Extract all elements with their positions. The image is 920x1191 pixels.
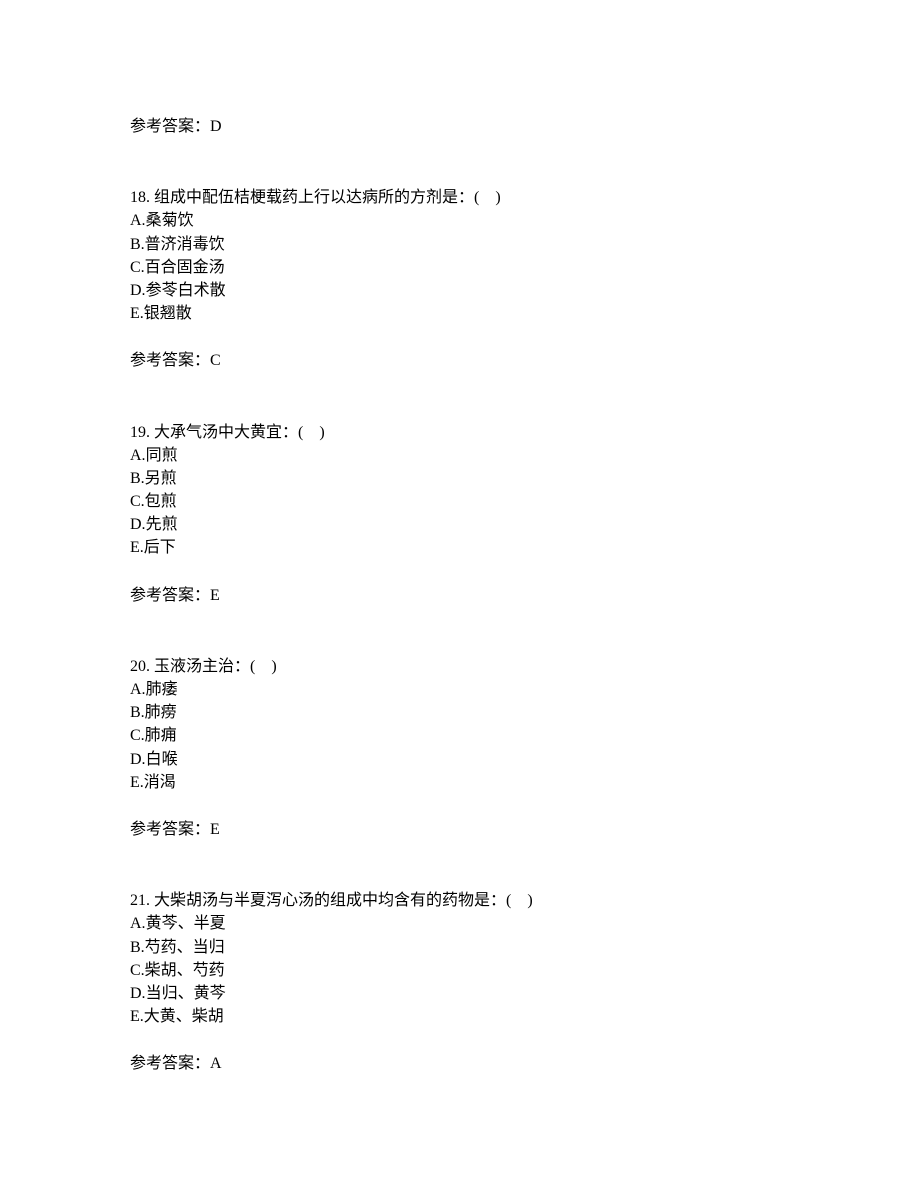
option-c: C.百合固金汤: [130, 256, 790, 279]
option-a: A.黄芩、半夏: [130, 912, 790, 935]
option-a: A.肺痿: [130, 678, 790, 701]
option-text: 普济消毒饮: [145, 236, 225, 253]
question-stem: 18. 组成中配伍桔梗载药上行以达病所的方剂是：( ): [130, 186, 790, 209]
question-stem: 20. 玉液汤主治：( ): [130, 655, 790, 678]
option-list: A.肺痿 B.肺痨 C.肺痈 D.白喉 E.消渴: [130, 678, 790, 794]
answer-prefix: 参考答案：: [130, 352, 210, 369]
option-letter: C.: [130, 493, 145, 510]
option-letter: B.: [130, 470, 145, 487]
option-c: C.包煎: [130, 490, 790, 513]
option-letter: C.: [130, 962, 145, 979]
option-letter: A.: [130, 915, 146, 932]
option-text: 柴胡、芍药: [145, 962, 225, 979]
option-text: 同煎: [146, 447, 178, 464]
option-list: A.同煎 B.另煎 C.包煎 D.先煎 E.后下: [130, 444, 790, 560]
answer-line: 参考答案：C: [130, 349, 790, 372]
prev-answer-value: D: [210, 118, 222, 135]
option-d: D.当归、黄芩: [130, 982, 790, 1005]
option-a: A.同煎: [130, 444, 790, 467]
option-text: 肺痿: [146, 681, 178, 698]
option-text: 肺痨: [145, 704, 177, 721]
option-e: E.后下: [130, 536, 790, 559]
option-letter: D.: [130, 751, 146, 768]
answer-value: A: [210, 1055, 222, 1072]
option-letter: B.: [130, 704, 145, 721]
answer-prefix: 参考答案：: [130, 587, 210, 604]
answer-prefix: 参考答案：: [130, 118, 210, 135]
option-text: 肺痈: [145, 727, 177, 744]
option-b: B.普济消毒饮: [130, 233, 790, 256]
answer-prefix: 参考答案：: [130, 1055, 210, 1072]
option-letter: C.: [130, 259, 145, 276]
option-text: 先煎: [146, 516, 178, 533]
answer-prefix: 参考答案：: [130, 821, 210, 838]
question-stem: 19. 大承气汤中大黄宜：( ): [130, 421, 790, 444]
question-number: 20.: [130, 658, 150, 675]
question-21: 21. 大柴胡汤与半夏泻心汤的组成中均含有的药物是：( ) A.黄芩、半夏 B.…: [130, 889, 790, 1075]
option-letter: B.: [130, 236, 145, 253]
question-stem: 21. 大柴胡汤与半夏泻心汤的组成中均含有的药物是：( ): [130, 889, 790, 912]
question-number: 18.: [130, 189, 150, 206]
option-e: E.银翘散: [130, 302, 790, 325]
option-list: A.黄芩、半夏 B.芍药、当归 C.柴胡、芍药 D.当归、黄芩 E.大黄、柴胡: [130, 912, 790, 1028]
option-letter: E.: [130, 774, 144, 791]
answer-value: C: [210, 352, 221, 369]
option-text: 另煎: [145, 470, 177, 487]
option-letter: A.: [130, 212, 146, 229]
option-text: 消渴: [144, 774, 176, 791]
option-d: D.参苓白术散: [130, 279, 790, 302]
option-d: D.白喉: [130, 748, 790, 771]
answer-value: E: [210, 821, 220, 838]
prev-answer-line: 参考答案：D: [130, 115, 790, 138]
option-text: 银翘散: [144, 305, 192, 322]
option-e: E.消渴: [130, 771, 790, 794]
option-letter: C.: [130, 727, 145, 744]
option-c: C.肺痈: [130, 724, 790, 747]
option-b: B.另煎: [130, 467, 790, 490]
answer-value: E: [210, 587, 220, 604]
question-text: 大柴胡汤与半夏泻心汤的组成中均含有的药物是：( ): [154, 892, 533, 909]
option-text: 当归、黄芩: [146, 985, 226, 1002]
answer-line: 参考答案：E: [130, 818, 790, 841]
option-letter: D.: [130, 516, 146, 533]
question-18: 18. 组成中配伍桔梗载药上行以达病所的方剂是：( ) A.桑菊饮 B.普济消毒…: [130, 186, 790, 372]
option-text: 后下: [144, 539, 176, 556]
option-text: 桑菊饮: [146, 212, 194, 229]
option-letter: A.: [130, 681, 146, 698]
option-e: E.大黄、柴胡: [130, 1005, 790, 1028]
question-text: 大承气汤中大黄宜：( ): [154, 424, 325, 441]
option-text: 百合固金汤: [145, 259, 225, 276]
option-b: B.肺痨: [130, 701, 790, 724]
question-20: 20. 玉液汤主治：( ) A.肺痿 B.肺痨 C.肺痈 D.白喉 E.消渴 参…: [130, 655, 790, 841]
option-c: C.柴胡、芍药: [130, 959, 790, 982]
question-text: 组成中配伍桔梗载药上行以达病所的方剂是：( ): [154, 189, 501, 206]
question-19: 19. 大承气汤中大黄宜：( ) A.同煎 B.另煎 C.包煎 D.先煎 E.后…: [130, 421, 790, 607]
option-letter: A.: [130, 447, 146, 464]
question-number: 19.: [130, 424, 150, 441]
question-text: 玉液汤主治：( ): [154, 658, 277, 675]
option-letter: B.: [130, 939, 145, 956]
option-text: 包煎: [145, 493, 177, 510]
option-text: 芍药、当归: [145, 939, 225, 956]
question-number: 21.: [130, 892, 150, 909]
option-text: 黄芩、半夏: [146, 915, 226, 932]
option-list: A.桑菊饮 B.普济消毒饮 C.百合固金汤 D.参苓白术散 E.银翘散: [130, 209, 790, 325]
option-b: B.芍药、当归: [130, 936, 790, 959]
option-letter: D.: [130, 282, 146, 299]
option-letter: E.: [130, 1008, 144, 1025]
option-letter: E.: [130, 539, 144, 556]
option-text: 大黄、柴胡: [144, 1008, 224, 1025]
answer-line: 参考答案：E: [130, 584, 790, 607]
option-d: D.先煎: [130, 513, 790, 536]
option-text: 白喉: [146, 751, 178, 768]
option-letter: E.: [130, 305, 144, 322]
option-letter: D.: [130, 985, 146, 1002]
option-text: 参苓白术散: [146, 282, 226, 299]
answer-line: 参考答案：A: [130, 1052, 790, 1075]
option-a: A.桑菊饮: [130, 209, 790, 232]
